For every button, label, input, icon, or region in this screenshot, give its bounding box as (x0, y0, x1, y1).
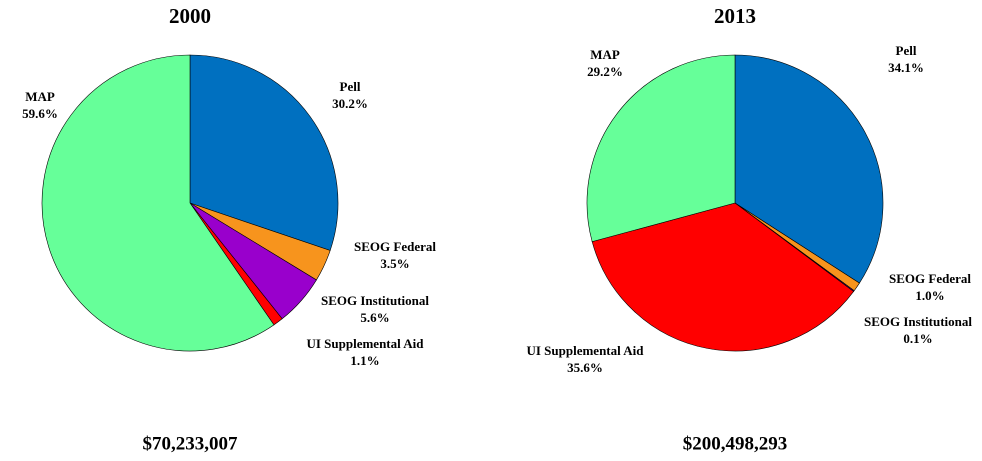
pie-slice (734, 54, 884, 284)
chart-title: 2000 (169, 4, 211, 28)
total-label: $200,498,293 (683, 433, 788, 454)
slice-label: MAP (590, 47, 620, 62)
chart-title: 2013 (714, 4, 756, 28)
value-label: 30.2% (332, 96, 368, 111)
slice-label: UI Supplemental Aid (306, 336, 424, 351)
slice-label: MAP (25, 89, 55, 104)
value-label: 29.2% (587, 64, 623, 79)
value-label: 3.5% (380, 256, 409, 271)
pie-slice (41, 54, 275, 352)
slice-label: SEOG Federal (889, 271, 971, 286)
pie-slice (586, 54, 736, 242)
total-label: $70,233,007 (143, 433, 239, 454)
value-label: 59.6% (22, 106, 58, 121)
value-label: 1.1% (350, 353, 379, 368)
slice-label: Pell (896, 43, 917, 58)
slice-label: SEOG Institutional (321, 293, 429, 308)
slice-label: Pell (340, 79, 361, 94)
value-label: 35.6% (567, 360, 603, 375)
pie-slice (591, 202, 855, 352)
slice-label: SEOG Institutional (864, 314, 972, 329)
pie-slice (189, 54, 339, 251)
value-label: 0.1% (903, 331, 932, 346)
slice-label: UI Supplemental Aid (526, 343, 644, 358)
value-label: 5.6% (360, 310, 389, 325)
value-label: 34.1% (888, 60, 924, 75)
value-label: 1.0% (915, 288, 944, 303)
slice-label: SEOG Federal (354, 239, 436, 254)
